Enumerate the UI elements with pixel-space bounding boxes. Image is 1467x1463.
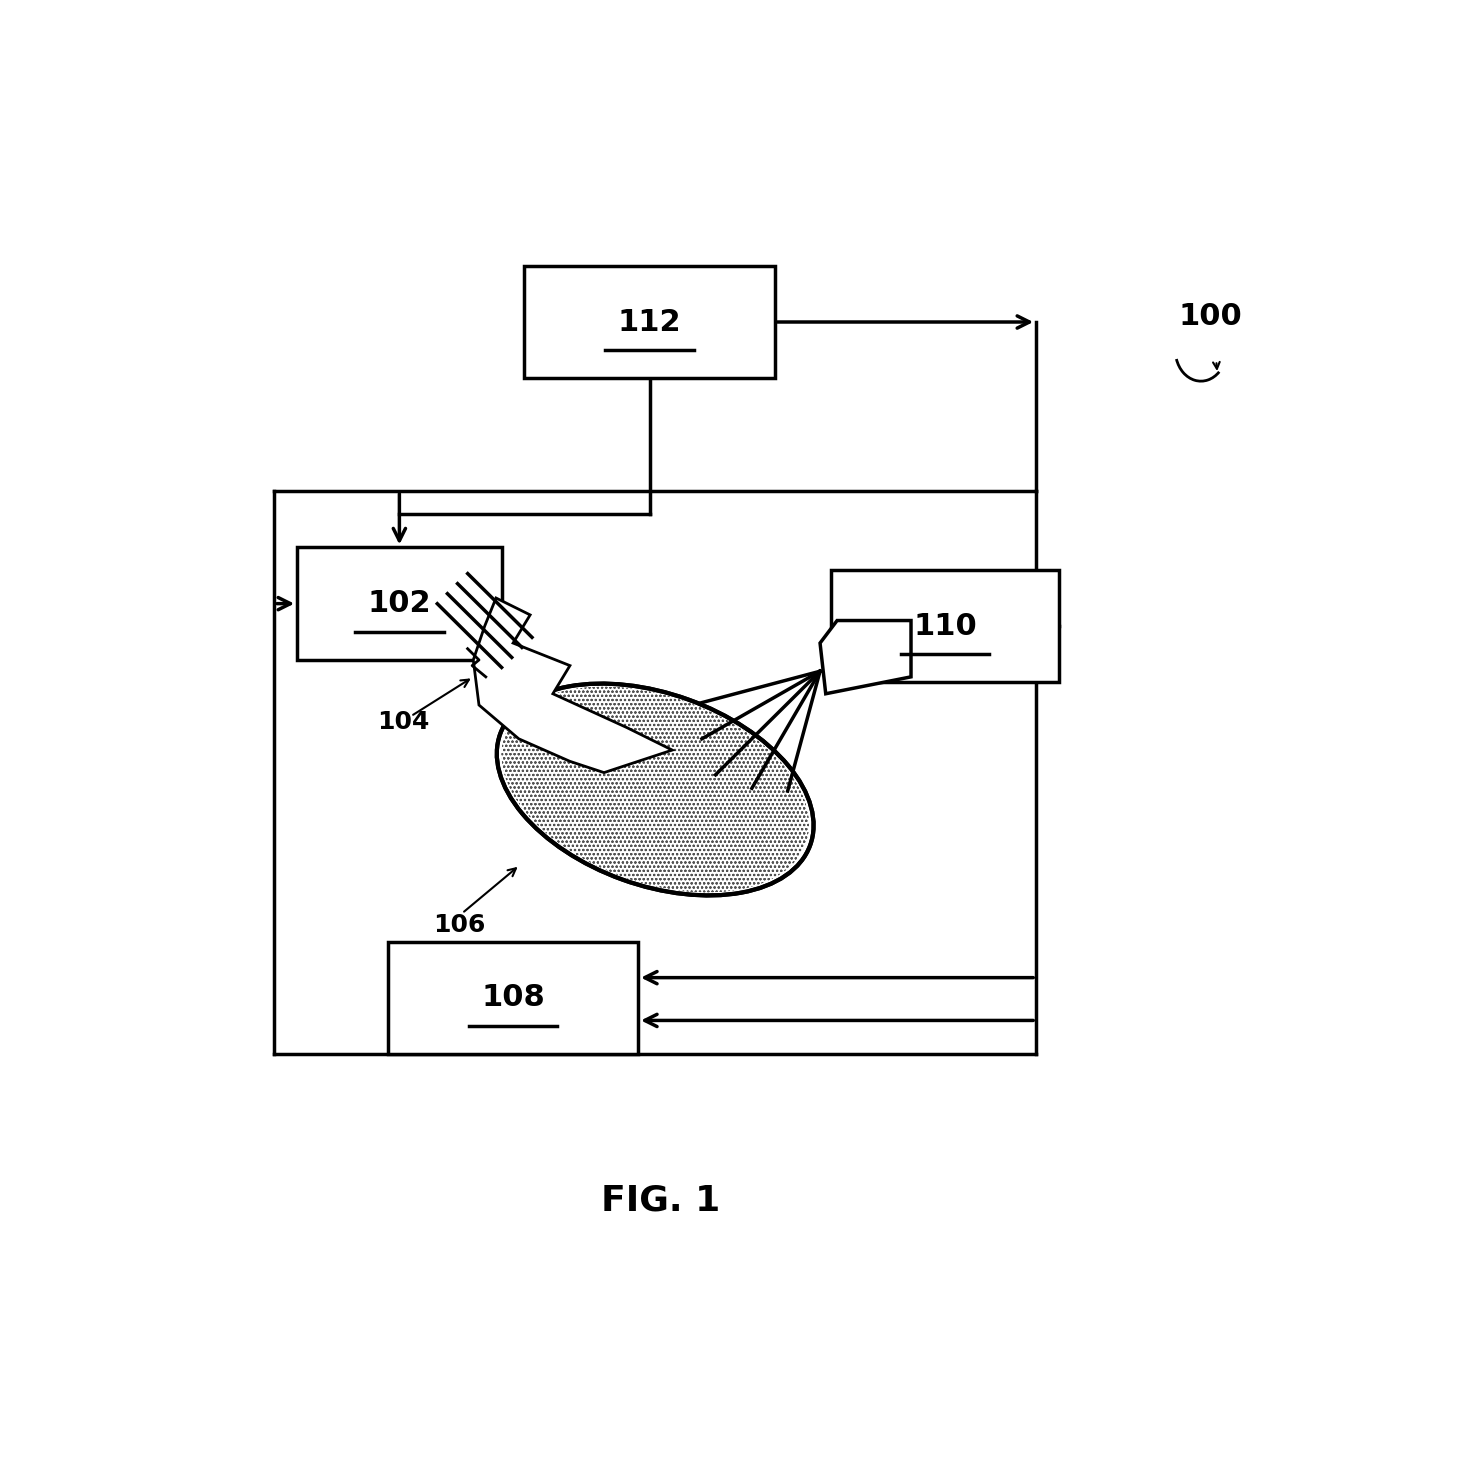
Bar [296,547,502,660]
Text: 104: 104 [377,710,428,734]
Text: 106: 106 [434,913,486,936]
Ellipse shape [497,683,814,895]
Bar [832,569,1059,682]
Text: FIG. 1: FIG. 1 [601,1184,720,1217]
Text: 110: 110 [914,612,977,641]
Text: 108: 108 [481,983,544,1012]
Text: 102: 102 [368,590,431,619]
Text: 100: 100 [1178,301,1243,331]
Polygon shape [474,598,672,772]
Polygon shape [820,620,911,693]
Text: 112: 112 [618,307,681,336]
Ellipse shape [502,686,808,892]
Bar [387,942,638,1055]
Bar [525,266,775,379]
